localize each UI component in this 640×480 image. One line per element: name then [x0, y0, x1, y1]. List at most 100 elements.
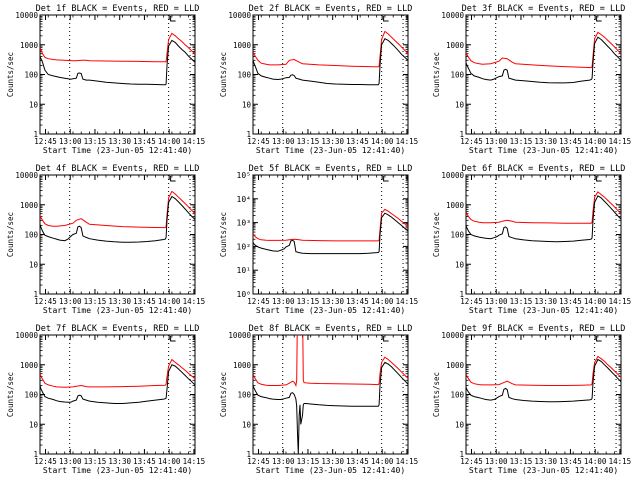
- panel-title: Det 4f BLACK = Events, RED = LLD: [36, 164, 200, 174]
- x-tick-label: 13:30: [108, 297, 131, 306]
- x-tick-label: 13:15: [510, 457, 533, 466]
- panel-title: Det 1f BLACK = Events, RED = LLD: [36, 4, 200, 14]
- x-tick-label: 14:15: [609, 297, 632, 306]
- y-tick-label: 1000: [20, 41, 39, 50]
- x-tick-label: 12:45: [34, 137, 57, 146]
- x-tick-label: 13:45: [559, 457, 582, 466]
- x-axis-label: Start Time (23-Jun-05 12:41:40): [469, 146, 618, 155]
- x-tick-label: 13:00: [59, 297, 82, 306]
- y-tick-label: 100: [450, 231, 464, 240]
- x-tick-label: 14:15: [609, 457, 632, 466]
- y-tick-label: 10000: [15, 11, 38, 20]
- y-tick-label: 1: [459, 290, 464, 299]
- y-tick-label: 10000: [15, 331, 38, 340]
- x-tick-label: 13:00: [272, 457, 295, 466]
- x-axis-label: Start Time (23-Jun-05 12:41:40): [43, 466, 192, 475]
- y-tick-label: 10: [455, 100, 465, 109]
- panel-det-8: Det 8f BLACK = Events, RED = LLD 1 10 100 10…: [219, 324, 418, 475]
- y-tick-label: 10⁵: [237, 171, 251, 180]
- series-events-line: [253, 212, 408, 255]
- y-tick-label: 10000: [228, 11, 251, 20]
- y-tick-label: 1: [459, 130, 464, 139]
- series-events-line: [253, 361, 408, 454]
- x-tick-label: 13:30: [321, 457, 344, 466]
- panel-det-7: Det 7f BLACK = Events, RED = LLD 1 10 100 10…: [6, 324, 205, 475]
- x-tick-label: 13:15: [84, 457, 107, 466]
- x-tick-label: 13:15: [297, 137, 320, 146]
- series-lld-line: [40, 32, 195, 63]
- y-tick-label: 100: [24, 391, 38, 400]
- x-tick-label: 13:45: [133, 297, 156, 306]
- bracket-marker: [596, 16, 602, 22]
- x-tick-label: 13:30: [321, 297, 344, 306]
- series-lld-line: [253, 208, 408, 242]
- bracket-marker: [596, 176, 602, 182]
- x-tick-label: 12:45: [460, 457, 483, 466]
- x-tick-label: 13:30: [108, 457, 131, 466]
- x-tick-label: 12:45: [247, 297, 270, 306]
- y-tick-label: 10²: [237, 242, 251, 251]
- x-axis-label: Start Time (23-Jun-05 12:41:40): [469, 466, 618, 475]
- x-tick-label: 13:15: [510, 297, 533, 306]
- panel-title: Det 6f BLACK = Events, RED = LLD: [462, 164, 626, 174]
- y-axis-label: Counts/sec: [219, 212, 228, 257]
- panel-det-4: Det 4f BLACK = Events, RED = LLD 1 10 100 10…: [6, 164, 205, 315]
- y-tick-label: 1000: [20, 361, 39, 370]
- series-lld-line: [466, 355, 621, 386]
- x-tick-label: 12:45: [247, 137, 270, 146]
- bracket-marker: [596, 336, 602, 342]
- x-tick-label: 14:00: [158, 137, 181, 146]
- panel-title: Det 2f BLACK = Events, RED = LLD: [249, 4, 413, 14]
- y-tick-label: 100: [24, 71, 38, 80]
- series-events-line: [40, 39, 195, 86]
- x-tick-label: 13:45: [346, 137, 369, 146]
- y-axis-label: Counts/sec: [432, 212, 441, 257]
- plot-frame: [39, 174, 196, 295]
- y-tick-label: 1: [246, 450, 251, 459]
- y-tick-label: 1000: [233, 41, 252, 50]
- x-tick-label: 14:00: [584, 457, 607, 466]
- x-tick-label: 14:15: [183, 457, 206, 466]
- y-axis-label: Counts/sec: [219, 372, 228, 417]
- series-lld-line: [40, 358, 195, 388]
- x-tick-label: 13:00: [485, 297, 508, 306]
- panel-det-1: Det 1f BLACK = Events, RED = LLD 1 10 100 10…: [6, 4, 205, 155]
- y-axis-label: Counts/sec: [432, 52, 441, 97]
- x-tick-label: 13:45: [559, 297, 582, 306]
- bracket-marker: [170, 176, 176, 182]
- panel-det-9: Det 9f BLACK = Events, RED = LLD 1 10 100 10…: [432, 324, 631, 475]
- panel-det-3: Det 3f BLACK = Events, RED = LLD 1 10 100 10…: [432, 4, 631, 155]
- y-tick-label: 1: [33, 290, 38, 299]
- x-tick-label: 12:45: [34, 297, 57, 306]
- y-tick-label: 10000: [441, 11, 464, 20]
- series-events-line: [466, 195, 621, 243]
- x-tick-label: 14:00: [371, 457, 394, 466]
- bracket-marker: [383, 176, 389, 182]
- x-tick-label: 14:00: [584, 297, 607, 306]
- panel-det-6: Det 6f BLACK = Events, RED = LLD 1 10 100 10…: [432, 164, 631, 315]
- y-tick-label: 10⁴: [237, 195, 251, 204]
- x-tick-label: 14:15: [609, 137, 632, 146]
- y-tick-label: 100: [450, 71, 464, 80]
- y-tick-label: 10: [455, 260, 465, 269]
- series-events-line: [466, 358, 621, 403]
- x-axis-label: Start Time (23-Jun-05 12:41:40): [256, 146, 405, 155]
- panel-title: Det 5f BLACK = Events, RED = LLD: [249, 164, 413, 174]
- x-tick-label: 13:30: [108, 137, 131, 146]
- y-tick-label: 1000: [233, 361, 252, 370]
- x-axis-label: Start Time (23-Jun-05 12:41:40): [256, 306, 405, 315]
- panel-title: Det 3f BLACK = Events, RED = LLD: [462, 4, 626, 14]
- panel-title: Det 9f BLACK = Events, RED = LLD: [462, 324, 626, 334]
- y-tick-label: 1: [33, 130, 38, 139]
- x-tick-label: 13:45: [346, 457, 369, 466]
- y-tick-label: 10000: [441, 171, 464, 180]
- x-tick-label: 13:30: [534, 457, 557, 466]
- x-tick-label: 12:45: [247, 457, 270, 466]
- x-tick-label: 13:00: [59, 137, 82, 146]
- x-tick-label: 13:15: [297, 457, 320, 466]
- y-tick-label: 100: [237, 71, 251, 80]
- y-tick-label: 10³: [237, 219, 251, 228]
- x-tick-label: 13:30: [534, 137, 557, 146]
- bracket-marker: [383, 16, 389, 22]
